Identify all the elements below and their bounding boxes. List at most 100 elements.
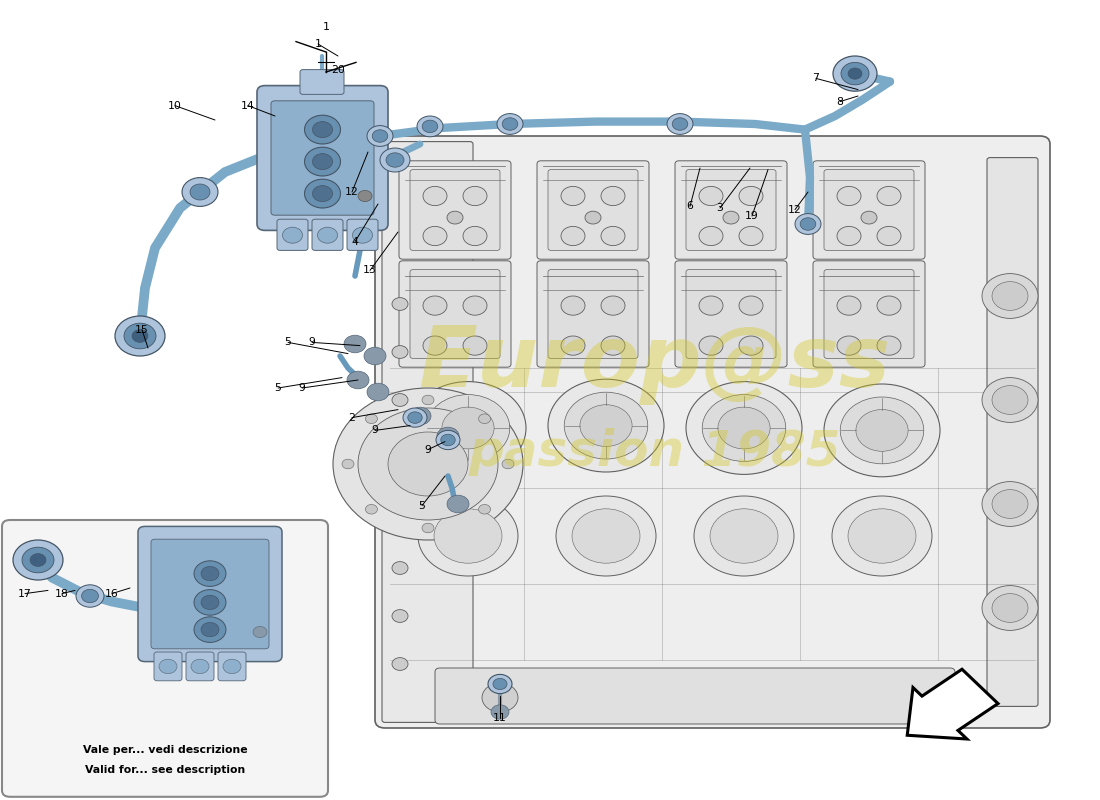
- Circle shape: [837, 296, 861, 315]
- FancyBboxPatch shape: [548, 270, 638, 358]
- FancyBboxPatch shape: [186, 652, 214, 681]
- Text: 20: 20: [331, 65, 345, 74]
- Circle shape: [367, 126, 393, 146]
- FancyBboxPatch shape: [151, 539, 270, 649]
- Circle shape: [424, 226, 447, 246]
- Circle shape: [386, 153, 404, 167]
- Circle shape: [447, 211, 463, 224]
- FancyBboxPatch shape: [537, 161, 649, 259]
- Circle shape: [463, 296, 487, 315]
- Circle shape: [30, 554, 46, 566]
- FancyBboxPatch shape: [813, 161, 925, 259]
- Circle shape: [503, 118, 518, 130]
- FancyBboxPatch shape: [434, 668, 955, 724]
- Circle shape: [837, 336, 861, 355]
- Circle shape: [409, 407, 431, 425]
- FancyBboxPatch shape: [138, 526, 282, 662]
- Circle shape: [305, 179, 341, 208]
- Circle shape: [686, 382, 802, 474]
- Circle shape: [698, 226, 723, 246]
- Circle shape: [436, 430, 460, 450]
- Circle shape: [982, 482, 1038, 526]
- FancyBboxPatch shape: [537, 261, 649, 367]
- Circle shape: [739, 296, 763, 315]
- Text: 13: 13: [363, 266, 377, 275]
- Circle shape: [482, 683, 518, 712]
- Circle shape: [877, 296, 901, 315]
- Circle shape: [556, 496, 656, 576]
- Circle shape: [346, 371, 368, 389]
- Text: 16: 16: [106, 589, 119, 598]
- Circle shape: [124, 323, 156, 349]
- Text: Vale per... vedi descrizione: Vale per... vedi descrizione: [82, 746, 248, 755]
- Circle shape: [253, 626, 267, 638]
- Circle shape: [739, 186, 763, 206]
- FancyBboxPatch shape: [987, 158, 1038, 706]
- Circle shape: [392, 658, 408, 670]
- Circle shape: [739, 226, 763, 246]
- FancyBboxPatch shape: [218, 652, 246, 681]
- Circle shape: [992, 282, 1028, 310]
- Text: passion 1985: passion 1985: [469, 428, 840, 476]
- Circle shape: [580, 405, 632, 446]
- Circle shape: [392, 346, 408, 358]
- Text: 4: 4: [352, 237, 359, 246]
- FancyBboxPatch shape: [410, 170, 500, 250]
- Circle shape: [561, 186, 585, 206]
- Circle shape: [418, 496, 518, 576]
- Text: 9: 9: [309, 338, 316, 347]
- Text: Valid for... see description: Valid for... see description: [85, 766, 245, 775]
- Circle shape: [463, 186, 487, 206]
- Text: 5: 5: [285, 338, 292, 347]
- Circle shape: [312, 154, 332, 170]
- Text: 1: 1: [322, 22, 330, 32]
- Text: 19: 19: [745, 211, 759, 221]
- FancyBboxPatch shape: [375, 136, 1050, 728]
- Circle shape: [837, 226, 861, 246]
- FancyBboxPatch shape: [686, 170, 775, 250]
- Text: 11: 11: [493, 714, 507, 723]
- Circle shape: [392, 562, 408, 574]
- Circle shape: [367, 383, 389, 401]
- Text: 15: 15: [135, 325, 149, 334]
- Text: 5: 5: [419, 501, 426, 510]
- Circle shape: [441, 434, 455, 446]
- Text: 12: 12: [788, 205, 802, 214]
- Circle shape: [585, 211, 601, 224]
- Text: 5: 5: [275, 383, 282, 393]
- Circle shape: [194, 590, 226, 615]
- Text: 7: 7: [813, 74, 820, 83]
- Circle shape: [191, 659, 209, 674]
- Text: 17: 17: [18, 589, 32, 598]
- Circle shape: [561, 296, 585, 315]
- Circle shape: [497, 114, 522, 134]
- FancyBboxPatch shape: [548, 170, 638, 250]
- Circle shape: [365, 505, 377, 514]
- Circle shape: [76, 585, 104, 607]
- Circle shape: [877, 336, 901, 355]
- FancyBboxPatch shape: [410, 270, 500, 358]
- Circle shape: [132, 330, 148, 342]
- Circle shape: [601, 336, 625, 355]
- Circle shape: [442, 407, 494, 449]
- Text: 12: 12: [345, 187, 359, 197]
- Circle shape: [548, 379, 664, 472]
- Circle shape: [992, 594, 1028, 622]
- Text: 9: 9: [372, 426, 378, 435]
- Circle shape: [824, 384, 940, 477]
- Circle shape: [667, 114, 693, 134]
- Circle shape: [672, 118, 688, 130]
- Circle shape: [572, 509, 640, 563]
- Circle shape: [365, 414, 377, 423]
- Circle shape: [698, 336, 723, 355]
- Circle shape: [561, 226, 585, 246]
- Circle shape: [364, 347, 386, 365]
- FancyBboxPatch shape: [675, 261, 786, 367]
- Circle shape: [81, 590, 98, 602]
- Circle shape: [333, 388, 522, 540]
- Circle shape: [358, 190, 372, 202]
- Circle shape: [392, 298, 408, 310]
- FancyBboxPatch shape: [346, 219, 378, 250]
- Text: 9: 9: [298, 383, 306, 393]
- Circle shape: [201, 595, 219, 610]
